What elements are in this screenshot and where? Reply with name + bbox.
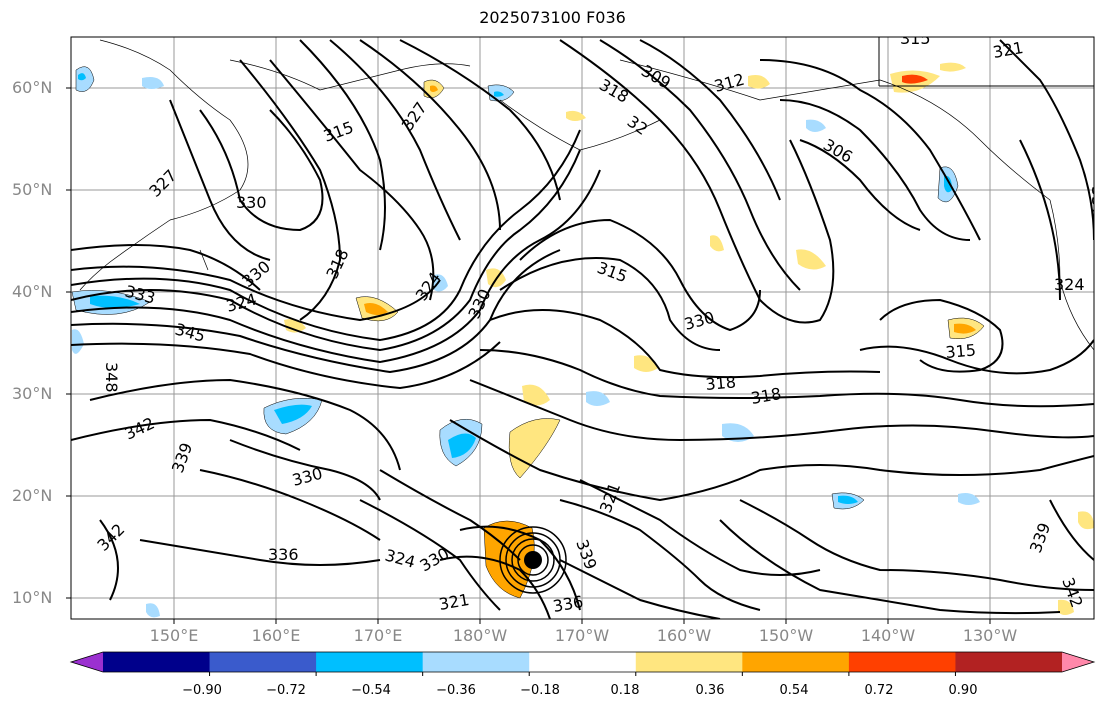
colorbar-tick-label: 0.18 (610, 683, 640, 698)
colorbar-arrow-low (71, 652, 103, 672)
colorbar (69, 651, 1096, 676)
colorbar-bin (742, 652, 850, 672)
lat-label: 30°N (12, 384, 53, 403)
lat-label: 60°N (12, 78, 53, 97)
colorbar-bin (316, 652, 424, 672)
contour-label: 315 (900, 29, 931, 48)
colorbar-bin (529, 652, 637, 672)
lon-label: 150°E (149, 626, 199, 645)
colorbar-bin (103, 652, 211, 672)
lat-label: 10°N (12, 588, 53, 607)
colorbar-bin (422, 652, 530, 672)
contour-label: 336 (268, 545, 299, 564)
lon-label: 170°W (554, 626, 610, 645)
lat-label: 40°N (12, 282, 53, 301)
colorbar-tick-label: 0.36 (695, 683, 725, 698)
colorbar-tick-label: −0.36 (436, 683, 476, 698)
contour-label: 315 (945, 340, 977, 362)
cyclone-center (524, 551, 542, 569)
cyclone-rings (499, 526, 567, 594)
colorbar-tick-label: −0.54 (351, 683, 391, 698)
lat-label: 20°N (12, 486, 53, 505)
region-box (878, 37, 1094, 87)
contour-label: 324 (1054, 275, 1085, 294)
lon-label: 130°W (962, 626, 1018, 645)
contour-label: 337 (1088, 186, 1105, 217)
colorbar-bin (955, 652, 1063, 672)
colorbar-bin (635, 652, 743, 672)
contour-label: 330 (236, 193, 267, 212)
contour-label: 348 (102, 362, 121, 393)
lon-label: 160°W (656, 626, 712, 645)
colorbar-outline (69, 651, 1096, 673)
colorbar-bin (848, 652, 956, 672)
colorbar-bin (209, 652, 317, 672)
contour-lines (71, 39, 1094, 619)
lon-label: 160°E (251, 626, 301, 645)
lon-label: 170°E (353, 626, 403, 645)
contour-label: 318 (705, 372, 737, 394)
lon-label: 140°W (860, 626, 916, 645)
colorbar-tick-label: −0.72 (266, 683, 306, 698)
axis-ticks (66, 87, 991, 624)
map-title: 2025073100 F036 (479, 8, 626, 27)
colorbar-tick-label: −0.90 (182, 683, 222, 698)
colorbar-arrow-high (1062, 652, 1094, 672)
colorbar-tick-label: 0.54 (779, 683, 809, 698)
colorbar-tick-label: 0.72 (864, 683, 894, 698)
shaded-patches (71, 62, 1094, 618)
colorbar-tick-label: 0.90 (948, 683, 978, 698)
colorbar-tick-label: −0.18 (520, 683, 560, 698)
lat-label: 50°N (12, 180, 53, 199)
lon-label: 150°W (758, 626, 814, 645)
graticule (71, 37, 1094, 619)
lon-label: 180°W (452, 626, 508, 645)
